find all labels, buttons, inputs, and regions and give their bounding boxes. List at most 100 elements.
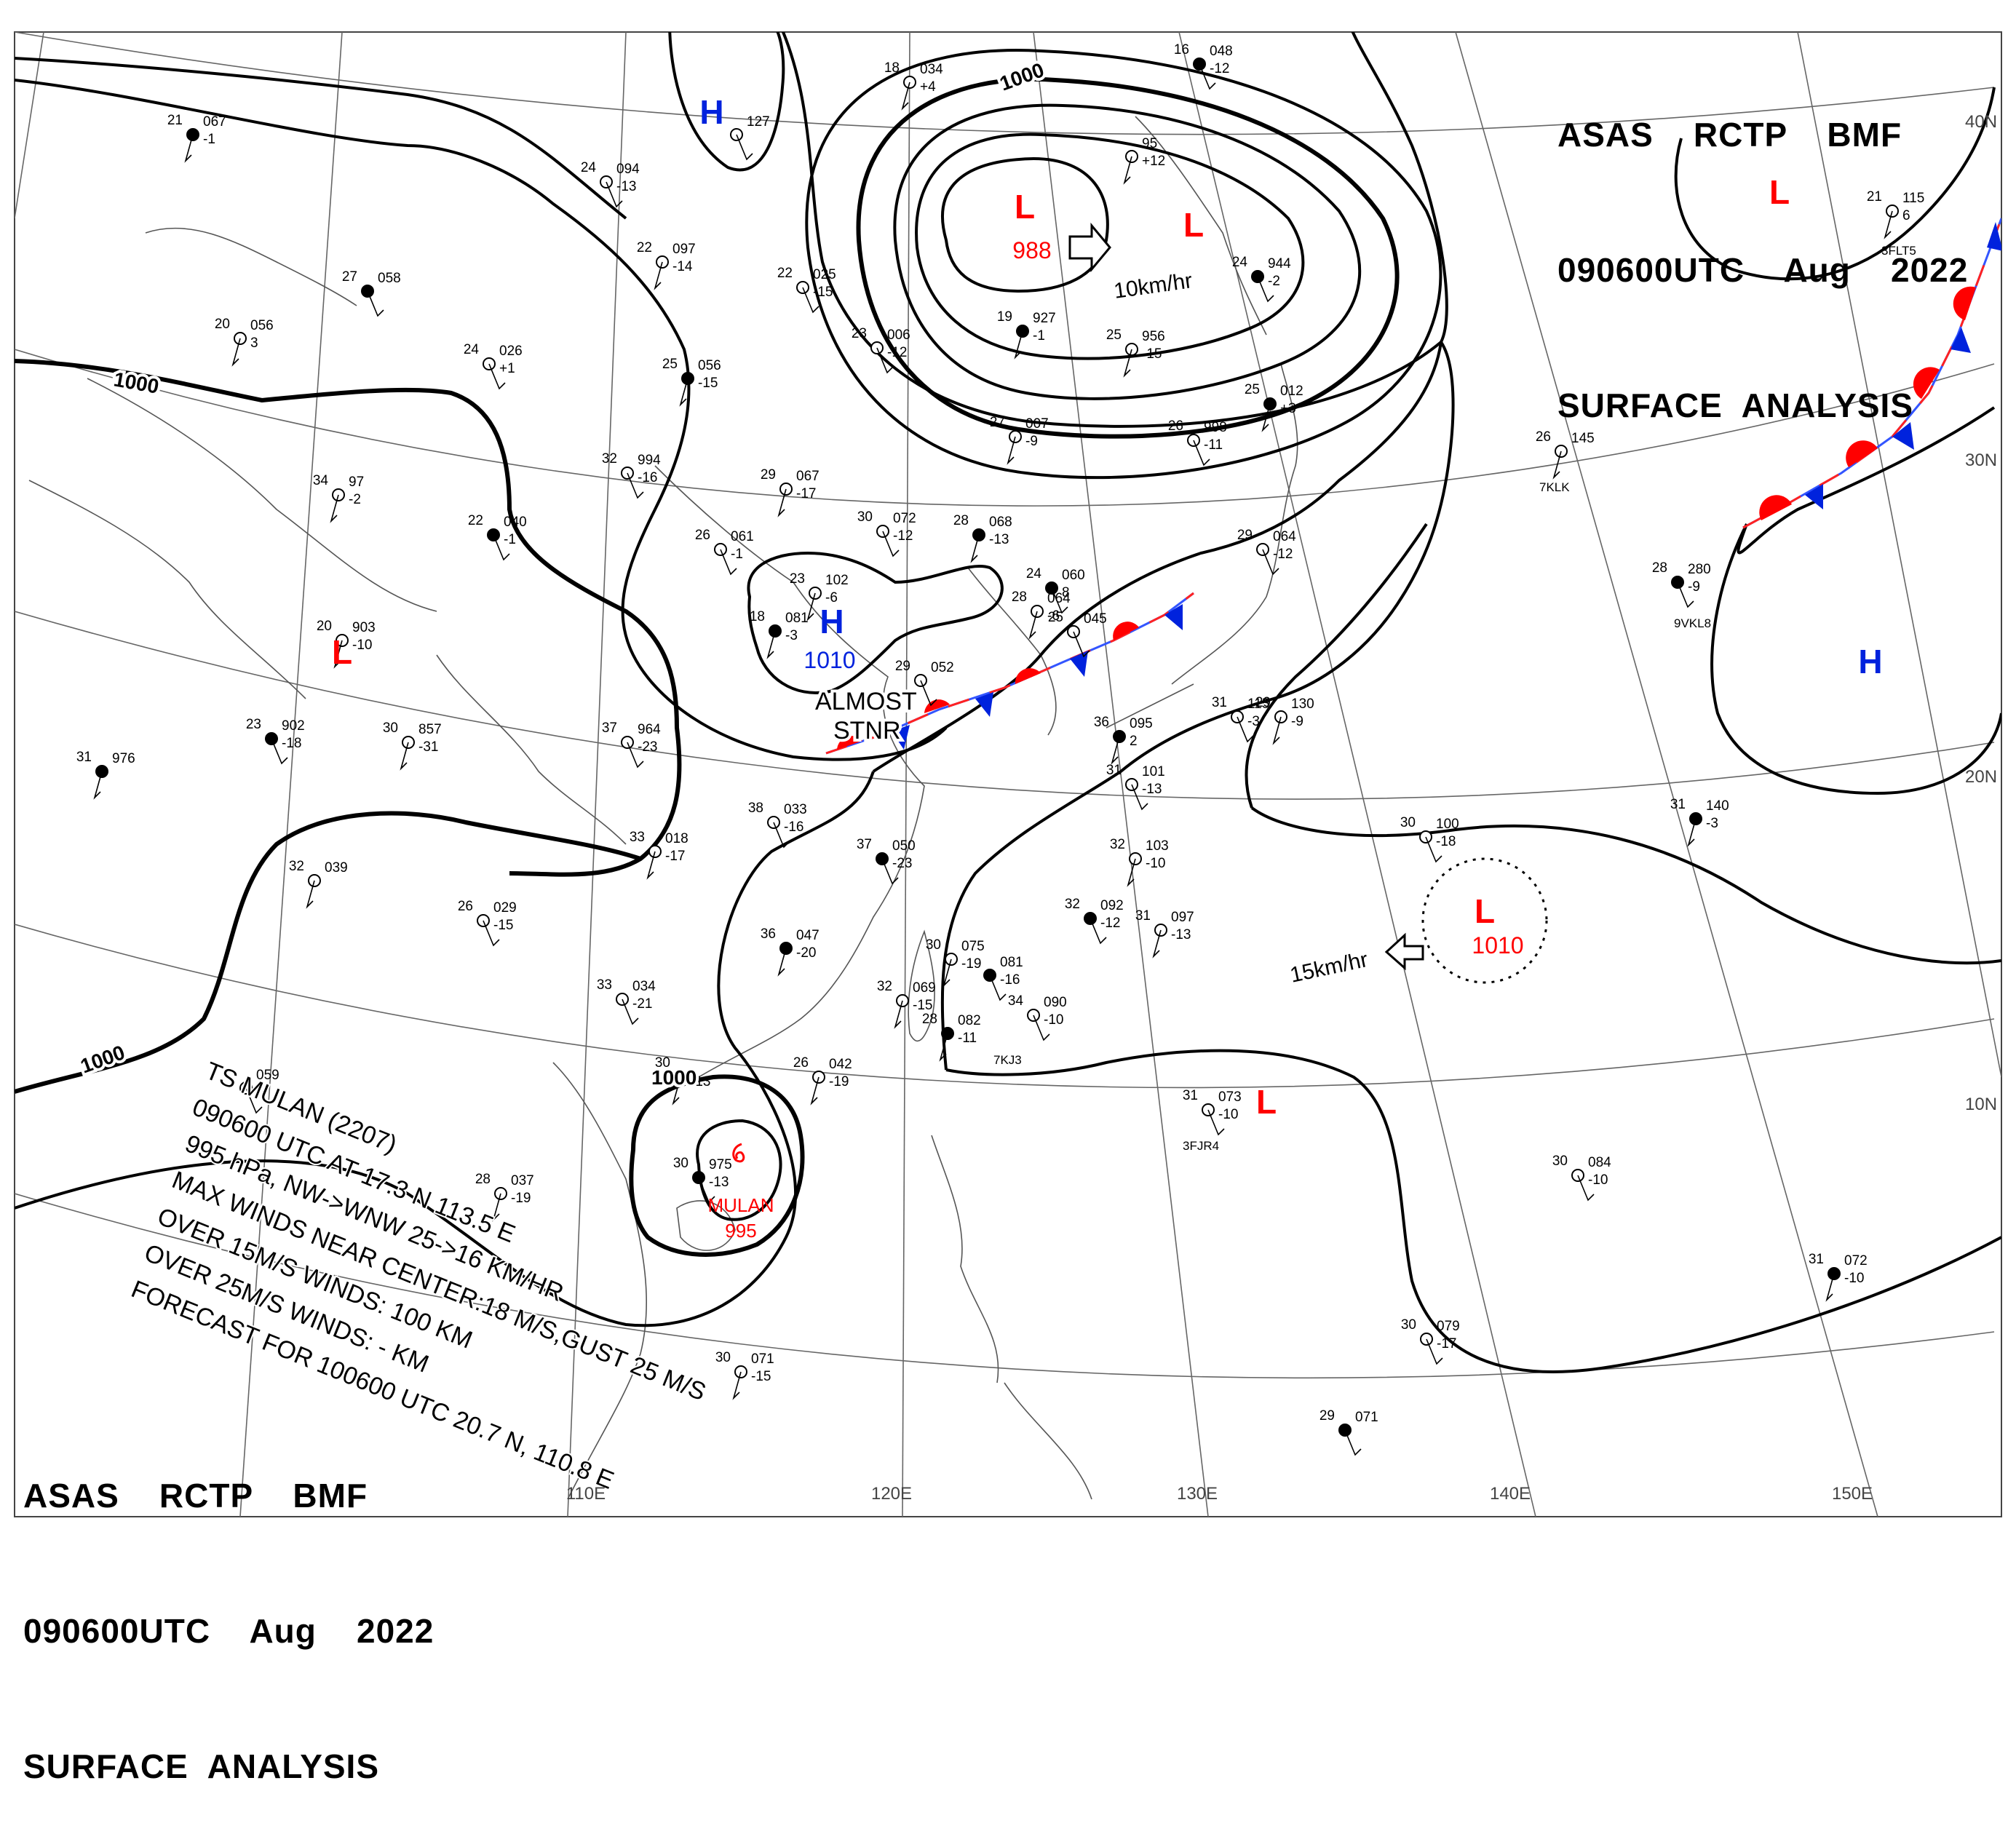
parallel-30n <box>15 349 1995 507</box>
isobar-pacific-1 <box>940 341 1455 1071</box>
wind-barb <box>1677 581 1694 608</box>
warm-semicircle <box>1759 495 1792 520</box>
wind-barb <box>672 1076 681 1105</box>
station-pressure: 071 <box>1355 1410 1378 1425</box>
station-pressure: 903 <box>352 620 376 635</box>
station-pressure: 103 <box>1146 838 1169 854</box>
wind-barb <box>876 347 894 374</box>
station-temperature: 28 <box>475 1172 491 1187</box>
station-temperature: 32 <box>877 979 892 994</box>
station-temperature: 18 <box>884 60 900 76</box>
wind-barb <box>882 531 900 557</box>
cold-triangle <box>1805 484 1823 509</box>
station-tendency: -15 <box>698 376 718 391</box>
station-temperature: 16 <box>1174 42 1189 57</box>
isobar-pacific-4 <box>1250 806 2001 965</box>
station-tendency: 6 <box>1902 208 1910 223</box>
wind-barb <box>1131 784 1148 811</box>
isobar-south-1000 <box>15 811 641 1094</box>
wind-barb <box>736 134 753 161</box>
station-pressure: 102 <box>825 573 849 588</box>
isobar-pacific-5 <box>1737 406 1996 555</box>
station-pressure: 094 <box>616 162 640 177</box>
wind-barb <box>1111 736 1120 765</box>
station-tendency: +1 <box>499 361 515 376</box>
station-pressure: 018 <box>665 831 688 846</box>
wind-barb <box>245 1087 263 1114</box>
wind-barb <box>894 1000 903 1029</box>
wind-barb <box>766 630 776 659</box>
ship-callsign: 3FJR4 <box>1183 1139 1219 1153</box>
wind-barb <box>1014 330 1023 360</box>
station-temperature: 25 <box>1245 382 1260 397</box>
station-temperature: 26 <box>695 528 710 543</box>
wind-barb <box>1261 403 1271 432</box>
wind-barb <box>1425 836 1442 863</box>
station-pressure: 095 <box>1130 716 1153 731</box>
station-temperature: 26 <box>793 1055 809 1071</box>
meridian-140e <box>1178 32 1536 1517</box>
station-tendency: +12 <box>1142 154 1165 169</box>
station-pressure: 280 <box>1688 562 1711 577</box>
station-tendency: -2 <box>349 492 361 507</box>
station-tendency: -10 <box>1044 1012 1063 1028</box>
station-pressure: 006 <box>887 328 910 343</box>
inland-border-2 <box>436 654 627 845</box>
station-pressure: 115 <box>1247 696 1269 712</box>
wind-barb <box>901 82 910 111</box>
station-pressure: 056 <box>250 318 274 333</box>
station-tendency: -10 <box>352 638 372 653</box>
station-tendency: 2 <box>1130 734 1138 749</box>
station-pressure: 039 <box>325 860 348 876</box>
cold-triangle <box>1987 222 2001 251</box>
station-tendency: -2 <box>1268 274 1280 289</box>
wind-barb <box>627 472 644 499</box>
station-tendency: -19 <box>961 956 981 972</box>
wind-barb <box>720 549 737 576</box>
station-tendency: -12 <box>1100 916 1120 931</box>
station-pressure: 071 <box>751 1351 774 1367</box>
station-tendency: -17 <box>796 486 816 501</box>
isobar-low-inner <box>941 156 1109 293</box>
inland-border-1 <box>87 378 437 612</box>
meridian-160e <box>1797 32 2001 1078</box>
high-pressure-center: H <box>699 93 723 131</box>
station-temperature: 18 <box>750 609 765 624</box>
station-temperature: 31 <box>1212 695 1227 710</box>
station-tendency: -9 <box>1025 434 1038 449</box>
low-pressure-center: L <box>332 633 352 671</box>
station-tendency: -10 <box>1218 1107 1238 1122</box>
station-tendency: -20 <box>796 945 816 961</box>
station-pressure: 145 <box>1571 431 1595 446</box>
title-line-2: 090600UTC Aug 2022 <box>1557 251 1969 289</box>
graticule-labels: 110E 120E 130E 140E 150E 40N 30N 20N 10N <box>566 112 1997 1504</box>
station-pressure: 090 <box>1044 995 1067 1010</box>
station-pressure: 056 <box>698 358 721 373</box>
center-pressure-value: 1010 <box>1472 932 1523 958</box>
wind-barb <box>606 181 623 208</box>
station-temperature: 29 <box>761 467 776 483</box>
wind-barb <box>333 640 343 669</box>
ship-callsign: 3FLT5 <box>1881 244 1916 258</box>
station-temperature: 32 <box>289 859 304 874</box>
station-temperature: 27 <box>342 269 357 285</box>
station-tendency: 8 <box>1062 585 1070 600</box>
station-temperature: 32 <box>1110 837 1125 852</box>
station-pressure: 064 <box>1273 529 1296 544</box>
station-tendency: -11 <box>958 1031 977 1046</box>
wind-barb <box>881 858 899 885</box>
station-temperature: 26 <box>1536 429 1551 445</box>
station-temperature: 24 <box>464 342 480 357</box>
station-temperature: 20 <box>215 317 230 332</box>
station-tendency: -6 <box>825 590 838 606</box>
station-tendency: -10 <box>1588 1172 1608 1188</box>
station-pressure: 976 <box>112 751 135 766</box>
station-tendency: -3 <box>1706 816 1718 831</box>
station-tendency: +3 <box>1280 401 1296 416</box>
tropical-storm-icon <box>732 1143 745 1163</box>
station-temperature: 37 <box>857 837 872 852</box>
station-pressure: 115 <box>1902 191 1924 206</box>
station-tendency: -1 <box>731 547 743 562</box>
wind-barb <box>698 1177 715 1204</box>
meridian-90e <box>15 32 44 219</box>
